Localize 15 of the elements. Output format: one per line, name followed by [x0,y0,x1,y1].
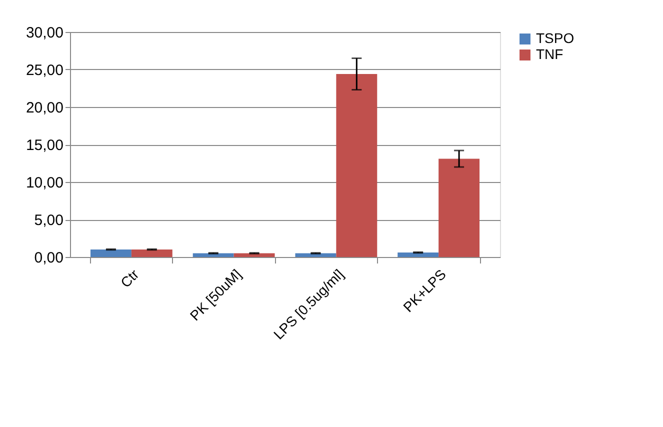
legend-label: TSPO [536,30,574,46]
y-tick-label: 25,00 [26,62,64,79]
y-tick-label: 5,00 [34,212,64,229]
y-tick-label: 0,00 [34,250,64,266]
bar [336,74,378,257]
y-tick-label: 20,00 [26,100,64,116]
bar [90,250,132,257]
x-tick-label: Ctr [117,266,142,291]
bar [131,250,172,257]
y-tick-label: 10,00 [26,174,64,192]
bar [438,158,480,257]
y-tick-label: 15,00 [26,137,64,154]
y-tick-label: 30,00 [26,24,64,42]
bar [398,252,439,257]
legend-label: TNF [536,46,564,62]
